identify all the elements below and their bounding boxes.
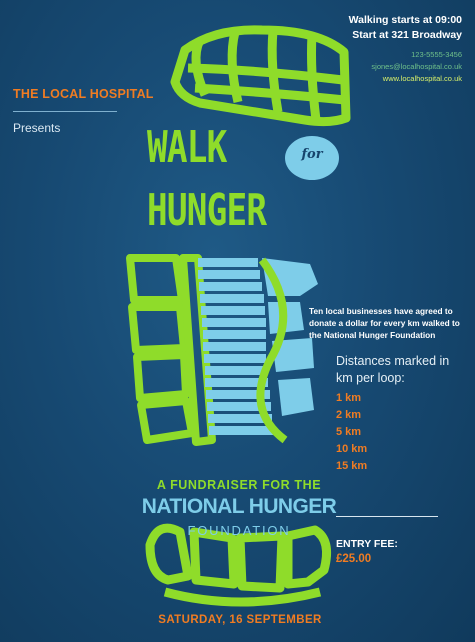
for-badge [285,136,339,180]
event-info: Walking starts at 09:00 Start at 321 Bro… [349,13,462,85]
presents-label: Presents [13,121,61,135]
event-date: SATURDAY, 16 SEPTEMBER [158,614,322,626]
beneficiary-suffix: FOUNDATION [187,523,291,538]
phone-number: 123-5555-3456 [411,50,462,59]
organizer-name: THE LOCAL HOSPITAL [13,87,154,101]
start-location: Start at 321 Broadway [352,29,462,41]
beneficiary-name: NATIONAL HUNGER [141,495,337,518]
list-item: 10 km [336,443,368,455]
list-item: 1 km [336,392,362,404]
website-url: www.localhospital.co.uk [382,74,462,83]
divider [336,516,438,517]
entry-fee-label: ENTRY FEE: [336,538,398,550]
distances-title: Distances marked in km per loop: [336,354,450,385]
list-item: 5 km [336,426,362,438]
list-item: 15 km [336,460,368,472]
title-line-walk: WALK [147,122,227,173]
title-line-hunger: HUNGER [147,185,267,236]
list-item: 2 km [336,409,362,421]
walk-start-time: Walking starts at 09:00 [348,14,462,26]
distances-list: 1 km 2 km 5 km 10 km 15 km [336,390,367,475]
email-address: sjones@localhospital.co.uk [371,62,462,71]
title-connector: for [301,147,323,162]
divider [13,111,117,112]
entry-fee-value: £25.00 [336,553,372,565]
fundraiser-line: A FUNDRAISER FOR THE [156,478,322,492]
donation-note: Ten local businesses have agreed to dona… [309,306,460,340]
